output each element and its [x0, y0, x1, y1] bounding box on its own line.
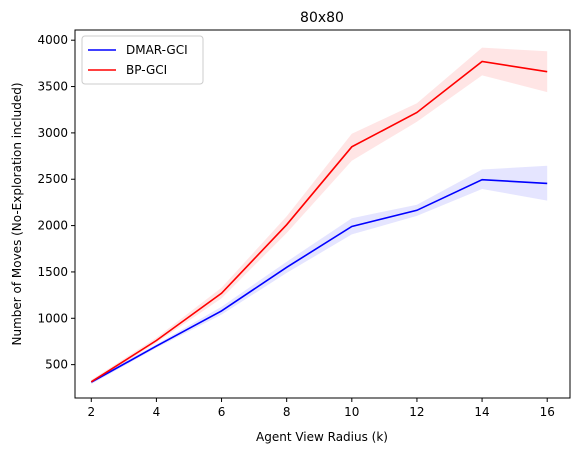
y-axis-label: Number of Moves (No-Exploration included… [10, 82, 24, 345]
series-lines [90, 60, 548, 383]
x-axis: 2 4 6 8 10 12 14 16 [87, 398, 555, 419]
legend-label: BP-GCI [126, 63, 167, 77]
y-tick-label: 1500 [37, 265, 68, 279]
x-tick-label: 16 [540, 405, 555, 419]
y-axis: 500 1000 1500 2000 2500 3000 3500 4000 [37, 33, 75, 372]
y-tick-label: 2500 [37, 172, 68, 186]
legend: DMAR-GCI BP-GCI [81, 35, 204, 85]
y-tick-label: 3000 [37, 126, 68, 140]
series-line-1 [90, 60, 548, 383]
plot-frame [74, 29, 571, 399]
y-tick-label: 1000 [37, 311, 68, 325]
y-tick-label: 500 [45, 358, 68, 372]
y-tick-label: 3500 [37, 80, 68, 94]
x-tick-label: 8 [283, 405, 291, 419]
y-tick-label: 4000 [37, 33, 68, 47]
chart-title: 80x80 [300, 10, 344, 26]
y-tick-label: 2000 [37, 219, 68, 233]
x-tick-label: 14 [474, 405, 489, 419]
x-tick-label: 4 [153, 405, 161, 419]
x-axis-label: Agent View Radius (k) [256, 430, 388, 444]
legend-label: DMAR-GCI [126, 43, 188, 57]
x-tick-label: 10 [344, 405, 359, 419]
band-1 [91, 47, 548, 384]
confidence-bands [91, 47, 548, 385]
x-tick-label: 6 [218, 405, 226, 419]
band-0 [91, 165, 548, 385]
series-line-0 [90, 178, 548, 383]
x-tick-label: 12 [409, 405, 424, 419]
legend-box [81, 35, 204, 85]
x-tick-label: 2 [87, 405, 95, 419]
